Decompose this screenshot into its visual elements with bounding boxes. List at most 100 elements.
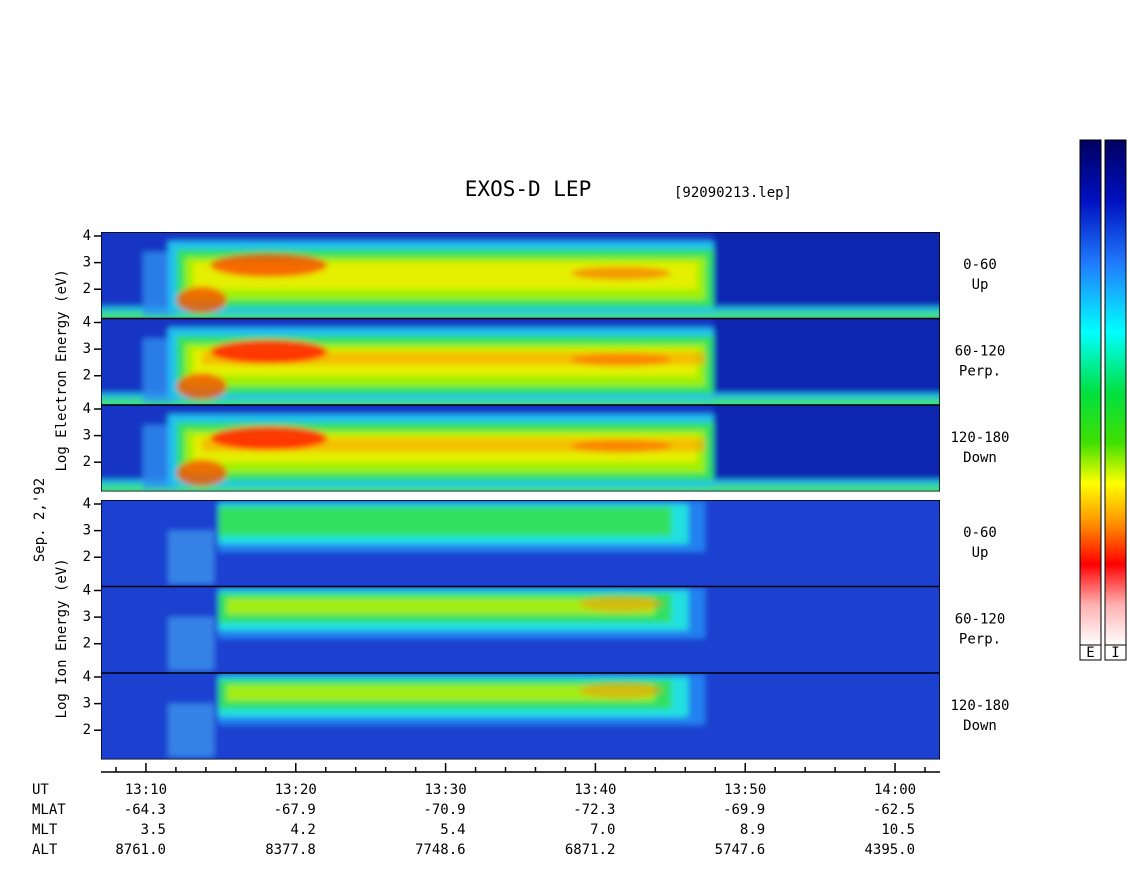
x-tick-label: 14:00 (874, 782, 916, 798)
intensity-region (176, 373, 227, 400)
intensity-region (210, 426, 328, 451)
intensity-region (101, 398, 940, 405)
ephemeris-value: -70.9 (423, 802, 465, 818)
panel-image-blur (101, 405, 940, 492)
x-tick-label: 13:10 (125, 782, 167, 798)
panel-image (101, 673, 940, 760)
ephemeris-value: 4395.0 (864, 842, 915, 858)
panel-label: 0-60 (963, 257, 997, 273)
y-tick-label: 3 (83, 255, 91, 271)
intensity-region (168, 703, 215, 757)
intensity-region (226, 598, 655, 615)
ephemeris-value: 8761.0 (115, 842, 166, 858)
y-tick-label: 2 (83, 281, 91, 297)
panel-label: 60-120 (955, 344, 1006, 360)
color-bar-label: I (1111, 645, 1119, 661)
y-tick-label: 2 (83, 368, 91, 384)
panel-image-blur (101, 500, 940, 587)
panel-image (101, 586, 940, 673)
y-tick-label: 4 (83, 669, 91, 685)
y-tick-label: 4 (83, 582, 91, 598)
ephemeris-value: -62.5 (873, 802, 915, 818)
y-tick-label: 2 (83, 454, 91, 470)
panel-sublabel: Up (972, 277, 989, 293)
ephemeris-value: -67.9 (274, 802, 316, 818)
y-tick-label: 2 (83, 722, 91, 738)
chart-title: EXOS-D LEP (465, 177, 591, 201)
ephemeris-value: 7.0 (590, 822, 615, 838)
ephemeris-value: 4.2 (290, 822, 315, 838)
panel-label: 120-180 (950, 430, 1009, 446)
panel-sublabel: Perp. (959, 364, 1001, 380)
intensity-region (713, 405, 940, 480)
panel-sublabel: Up (972, 545, 989, 561)
color-bar-label: E (1086, 645, 1094, 661)
ephemeris-value: 8.9 (740, 822, 765, 838)
y-tick-label: 4 (83, 401, 91, 417)
panel-image (101, 318, 940, 405)
intensity-region (210, 339, 328, 364)
color-bar (1079, 139, 1102, 646)
ephemeris-name: MLT (32, 822, 58, 838)
ephemeris-value: -72.3 (573, 802, 615, 818)
intensity-region (570, 353, 672, 367)
y-tick-label: 3 (83, 609, 91, 625)
x-tick-label: 13:20 (275, 782, 317, 798)
panel-sublabel: Down (963, 718, 997, 734)
panel-sublabel: Down (963, 450, 997, 466)
panel-image (101, 405, 940, 492)
intensity-region (101, 311, 940, 319)
color-bar (1104, 139, 1127, 646)
ephemeris-value: -69.9 (723, 802, 765, 818)
y-tick-label: 3 (83, 523, 91, 539)
y-tick-label: 3 (83, 428, 91, 444)
intensity-region (101, 484, 940, 492)
intensity-region (570, 266, 672, 280)
panel-image (101, 232, 940, 319)
y-tick-label: 2 (83, 636, 91, 652)
y-axis-label: Log Ion Energy (eV) (54, 558, 70, 718)
ephemeris-value: 7748.6 (415, 842, 466, 858)
panel-image-blur (101, 673, 940, 760)
y-tick-label: 4 (83, 496, 91, 512)
panel-image (101, 500, 940, 587)
intensity-region (579, 682, 664, 699)
x-axis-label: UT (32, 782, 49, 798)
color-bar-label-box (1079, 644, 1102, 661)
color-bar-label-box (1104, 644, 1127, 661)
y-tick-label: 4 (83, 228, 91, 244)
ephemeris-value: 3.5 (141, 822, 166, 838)
spectrogram-images (101, 232, 940, 760)
x-tick-label: 13:30 (425, 782, 467, 798)
file-label: [92090213.lep] (674, 185, 792, 201)
ephemeris-name: MLAT (32, 802, 66, 818)
intensity-region (226, 684, 655, 701)
panel-image-blur (101, 586, 940, 673)
intensity-region (210, 253, 328, 278)
x-tick-label: 13:50 (724, 782, 766, 798)
ephemeris-value: 8377.8 (265, 842, 316, 858)
ephemeris-value: -64.3 (124, 802, 166, 818)
y-tick-label: 4 (83, 314, 91, 330)
panel-image-blur (101, 318, 940, 405)
x-tick-label: 13:40 (574, 782, 616, 798)
y-tick-label: 3 (83, 696, 91, 712)
y-tick-label: 2 (83, 549, 91, 565)
intensity-region (176, 459, 227, 487)
y-axis-label: Log Electron Energy (eV) (54, 269, 70, 471)
ephemeris-value: 6871.2 (565, 842, 616, 858)
date-label: Sep. 2,'92 (32, 478, 48, 562)
ephemeris-name: ALT (32, 842, 58, 858)
intensity-region (176, 286, 227, 314)
ephemeris-value: 5747.6 (715, 842, 766, 858)
panel-label: 60-120 (955, 612, 1006, 628)
ephemeris-value: 10.5 (881, 822, 915, 838)
panel-image-blur (101, 232, 940, 319)
ephemeris-value: 5.4 (440, 822, 465, 838)
panel-sublabel: Perp. (959, 632, 1001, 648)
panel-label: 0-60 (963, 525, 997, 541)
panel-label: 120-180 (950, 698, 1009, 714)
y-tick-label: 3 (83, 341, 91, 357)
